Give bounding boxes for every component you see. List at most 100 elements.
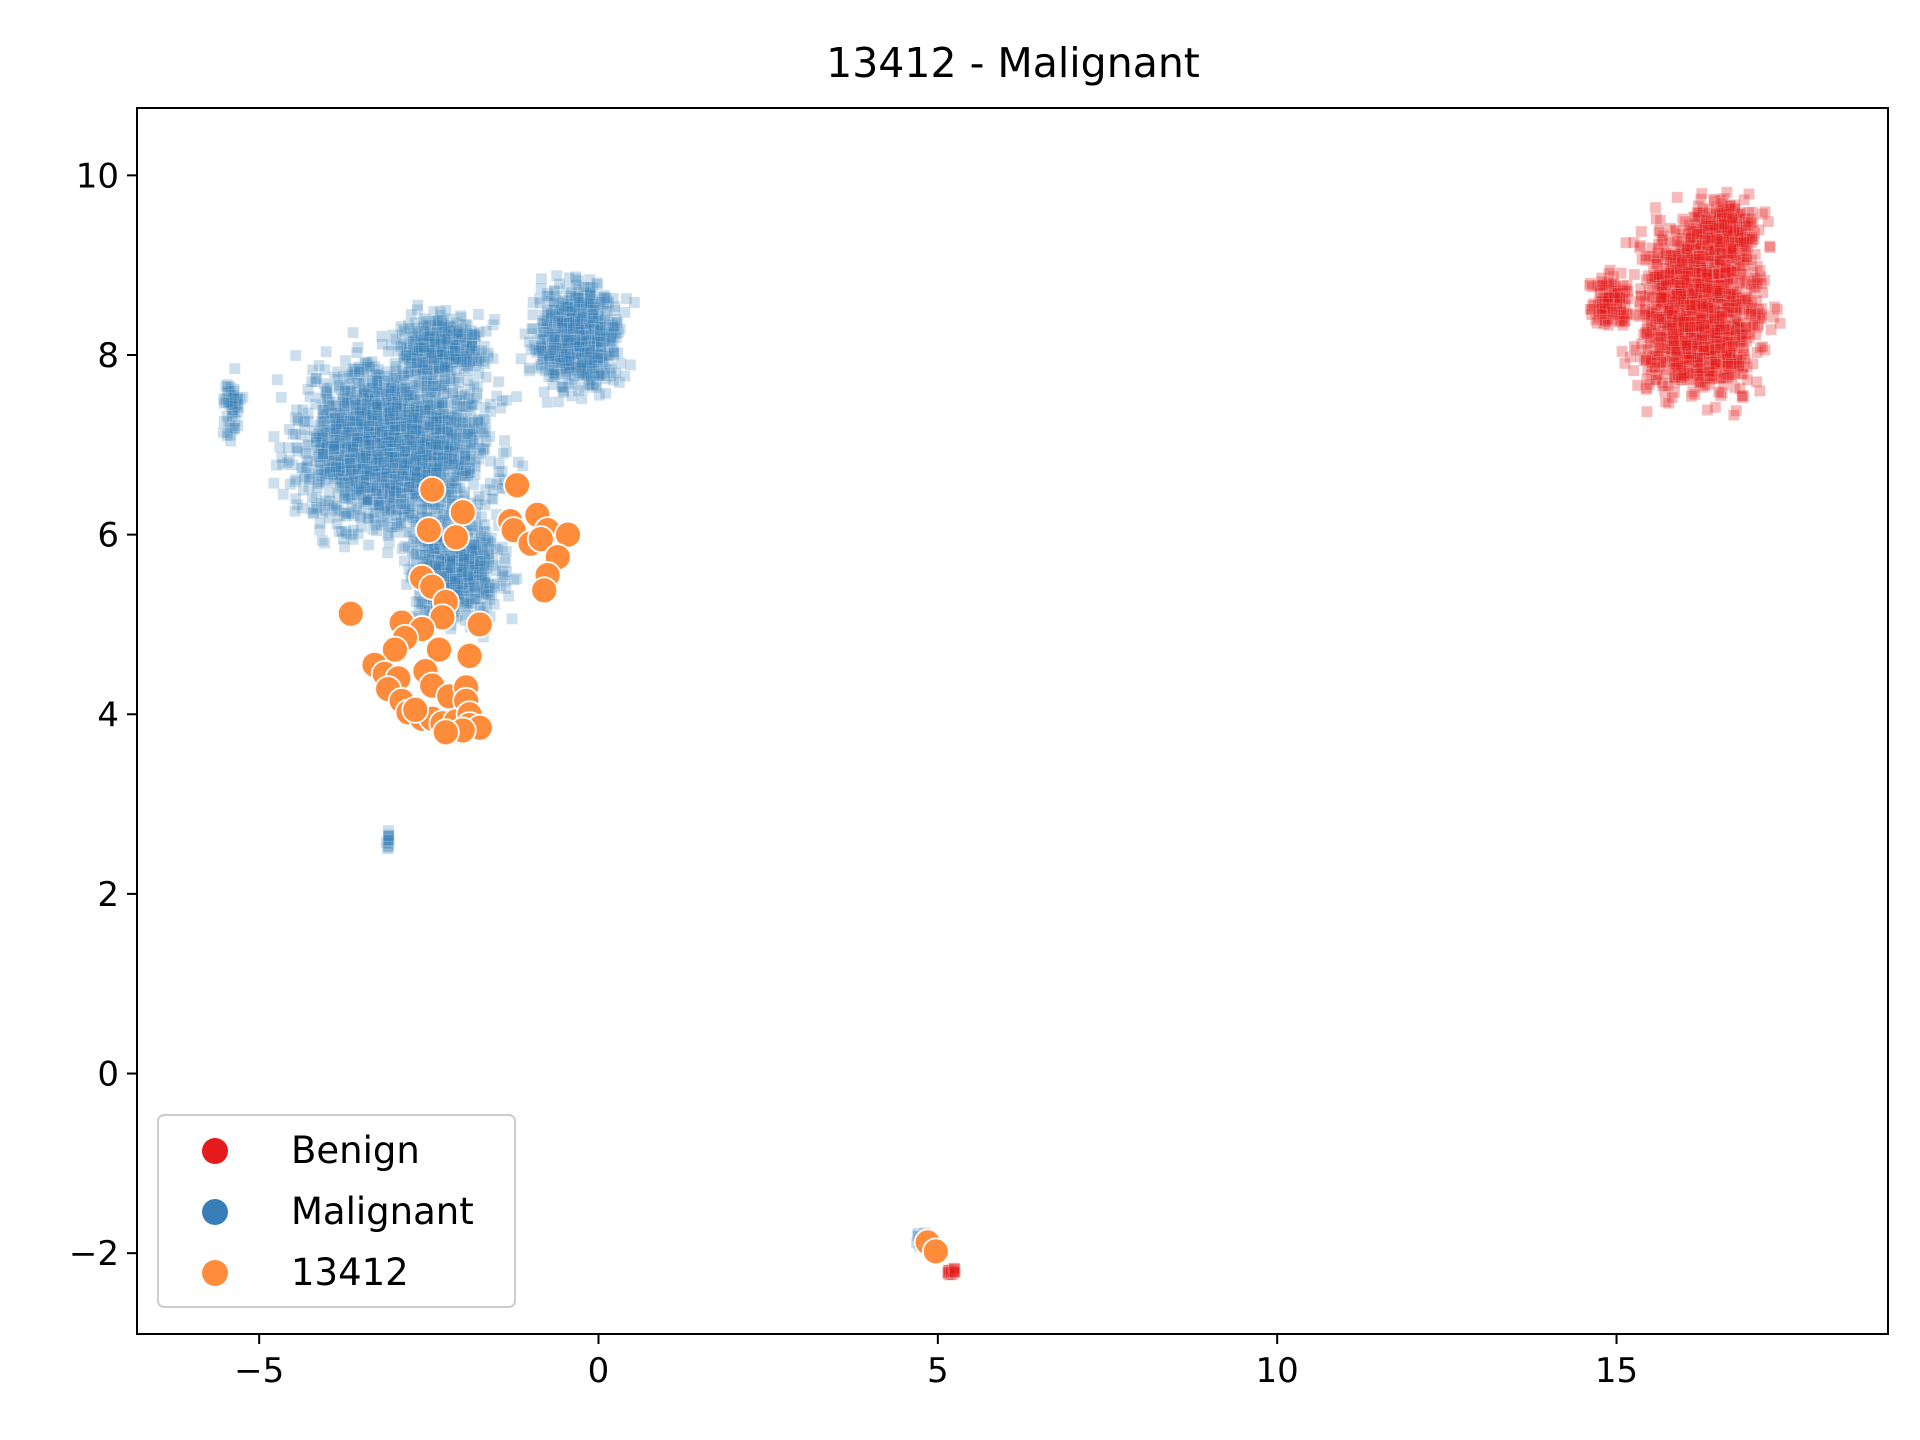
point-benign <box>1676 213 1689 225</box>
point-benign <box>1681 298 1693 311</box>
point-benign <box>1651 350 1664 362</box>
point-benign <box>1751 346 1763 359</box>
point-benign <box>1685 326 1698 339</box>
point-benign <box>1640 382 1653 394</box>
point-benign <box>1583 279 1596 292</box>
point-benign <box>1719 269 1731 282</box>
point-benign <box>1656 297 1669 309</box>
point-benign <box>1768 301 1781 313</box>
point-benign <box>1710 315 1722 328</box>
point-malignant <box>310 372 323 385</box>
point-benign <box>1675 346 1687 359</box>
point-benign <box>1740 335 1753 347</box>
point-benign <box>1673 354 1685 366</box>
point-benign <box>1706 237 1719 249</box>
point-malignant <box>292 445 304 457</box>
point-benign <box>1683 362 1696 374</box>
point-benign <box>1698 280 1711 292</box>
point-benign <box>1680 296 1692 308</box>
point-benign <box>1655 311 1667 323</box>
point-benign <box>1729 298 1742 310</box>
point-malignant <box>296 502 308 514</box>
point-benign <box>1693 313 1705 325</box>
point-benign <box>1680 310 1692 322</box>
point-benign <box>1720 301 1733 314</box>
point-benign <box>1726 287 1739 300</box>
point-benign <box>1677 359 1690 371</box>
point-benign <box>1688 270 1701 283</box>
point-benign <box>1705 231 1718 244</box>
point-benign <box>1671 191 1684 204</box>
point-benign <box>1695 271 1707 283</box>
point-benign <box>1668 350 1680 362</box>
point-malignant <box>406 423 419 435</box>
point-benign <box>1703 378 1716 390</box>
point-benign <box>1695 252 1707 265</box>
point-malignant <box>432 450 445 463</box>
point-benign <box>1657 325 1670 337</box>
point-benign <box>1739 353 1752 365</box>
point-benign <box>1724 200 1737 212</box>
point-malignant <box>395 498 407 510</box>
point-benign <box>1673 344 1686 356</box>
point-benign <box>1681 314 1694 327</box>
point-benign <box>1675 334 1688 347</box>
point-malignant <box>324 466 336 478</box>
point-benign <box>1730 321 1742 333</box>
point-benign <box>1707 285 1719 298</box>
point-benign <box>1669 295 1681 308</box>
point-benign <box>1674 324 1687 337</box>
point-benign <box>1697 347 1710 360</box>
point-benign <box>1767 311 1780 323</box>
point-benign <box>1720 304 1733 316</box>
point-malignant <box>382 529 394 542</box>
point-benign <box>1714 315 1726 327</box>
point-benign <box>1720 363 1732 375</box>
point-benign <box>1679 318 1692 331</box>
point-benign <box>1667 302 1680 314</box>
point-benign <box>1672 349 1685 362</box>
point-benign <box>1694 263 1707 276</box>
point-benign <box>1663 292 1675 305</box>
point-benign <box>1708 275 1721 288</box>
point-benign <box>1687 350 1700 362</box>
point-benign <box>1715 310 1728 323</box>
point-benign <box>1650 213 1663 225</box>
point-benign <box>1649 335 1662 348</box>
point-benign <box>1653 238 1665 250</box>
point-benign <box>1709 327 1721 339</box>
point-malignant <box>484 398 496 410</box>
point-benign <box>1728 302 1741 314</box>
point-benign <box>1690 325 1702 338</box>
point-benign <box>1697 341 1710 353</box>
point-benign <box>1727 284 1740 297</box>
point-benign <box>1641 327 1654 340</box>
point-benign <box>1680 343 1693 355</box>
point-malignant <box>478 525 490 537</box>
point-benign <box>1619 298 1632 311</box>
point-benign <box>1691 348 1703 361</box>
point-benign <box>1673 269 1685 282</box>
point-malignant <box>388 424 401 437</box>
point-benign <box>1686 295 1699 308</box>
point-benign <box>1673 282 1685 294</box>
point-benign <box>1745 254 1758 266</box>
point-benign <box>1670 225 1683 237</box>
point-benign <box>1668 276 1680 289</box>
point-benign <box>1660 317 1673 330</box>
point-benign <box>1652 369 1664 382</box>
point-benign <box>1704 345 1717 358</box>
point-benign <box>1683 295 1696 308</box>
point-benign <box>1716 387 1728 399</box>
point-benign <box>1681 315 1694 327</box>
point-benign <box>1755 277 1768 290</box>
point-benign <box>1691 365 1703 378</box>
point-benign <box>1692 337 1705 350</box>
point-benign <box>1729 367 1741 379</box>
point-benign <box>1734 265 1747 278</box>
point-benign <box>1657 291 1670 303</box>
point-benign <box>1670 324 1683 337</box>
point-benign <box>1695 226 1708 239</box>
point-benign <box>1660 247 1672 260</box>
point-benign <box>1676 309 1688 322</box>
